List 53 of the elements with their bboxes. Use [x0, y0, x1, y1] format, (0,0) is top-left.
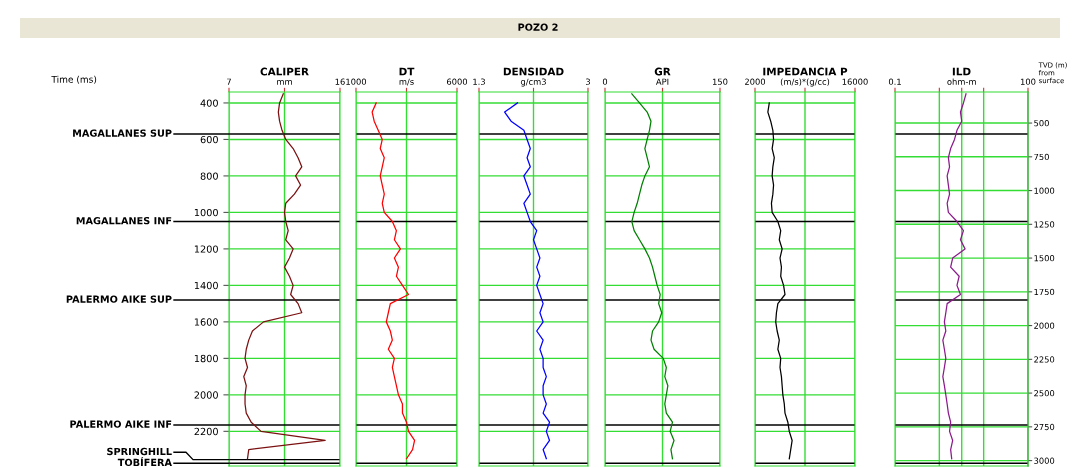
x-tick-label: 150: [712, 78, 728, 85]
x-tick-label: ohm-m: [947, 78, 976, 85]
x-tick-label: 7: [227, 78, 231, 85]
y-tick-label: 600: [200, 135, 218, 144]
chart-title: IMPEDANCIA P: [763, 67, 848, 76]
y2-tick-label: 3000: [1034, 457, 1055, 464]
y-tick-label: 1800: [194, 354, 218, 363]
y2-tick-label: 1750: [1034, 288, 1055, 296]
y2-tick-label: 2000: [1034, 322, 1055, 329]
ref-line-label: PALERMO AIKE SUP: [66, 295, 172, 303]
x-tick-label: 100: [1020, 78, 1036, 85]
x-tick-label: API: [655, 78, 669, 85]
y2-tick-label: 750: [1034, 153, 1049, 161]
chart-title: GR: [654, 67, 671, 76]
ref-line-label: MAGALLANES SUP: [73, 129, 172, 137]
y-tick-label: 1400: [194, 281, 218, 290]
y-tick-label: 1600: [194, 318, 218, 326]
ref-line-label: MAGALLANES INF: [76, 217, 172, 225]
x-tick-label: 6000: [446, 78, 468, 85]
chart-title: DT: [399, 67, 415, 76]
x-tick-label: 16: [335, 78, 345, 85]
x-tick-label: 0.1: [888, 78, 901, 85]
y-tick-label: 2000: [194, 391, 218, 399]
y-tick-label: 400: [200, 99, 218, 107]
x-tick-label: 1.3: [473, 78, 485, 85]
x-tick-label: 0: [602, 78, 608, 85]
ref-line-label: TOBÍFERA: [117, 456, 172, 467]
x-tick-label: g/cm3: [520, 78, 546, 87]
x-tick-label: 2000: [745, 78, 766, 85]
text: POZO 2: [518, 23, 558, 31]
x-tick-label: 16000: [842, 78, 868, 85]
y2-tick-label: 2750: [1034, 423, 1055, 431]
y2-tick-label: 2500: [1034, 390, 1055, 397]
y-tick-label: 800: [200, 172, 218, 180]
y2-tick-label: 1000: [1034, 187, 1055, 194]
x-tick-label: (m/s)*(g/cc): [780, 78, 830, 87]
y-tick-label: 1000: [194, 208, 218, 217]
x-tick-label: 3: [585, 78, 590, 85]
y2-tick-label: 1250: [1034, 221, 1055, 228]
y-axis-title: Time (ms): [51, 75, 97, 84]
chart-title: ILD: [952, 67, 971, 76]
y2-tick-label: 2250: [1034, 356, 1055, 363]
y2-tick-label: 500: [1034, 120, 1049, 127]
x-tick-label: m/s: [399, 78, 414, 86]
ref-line-label: PALERMO AIKE INF: [70, 420, 172, 428]
chart-title: CALIPER: [260, 67, 309, 76]
y-tick-label: 1200: [194, 245, 218, 253]
x-tick-label: mm: [277, 80, 292, 85]
x-tick-label: 1000: [346, 78, 367, 85]
ref-line-label: SPRINGHILL: [107, 447, 172, 456]
y-tick-label: 2200: [194, 427, 218, 436]
y2-tick-label: 1500: [1034, 255, 1055, 262]
chart-title: DENSIDAD: [503, 67, 564, 76]
